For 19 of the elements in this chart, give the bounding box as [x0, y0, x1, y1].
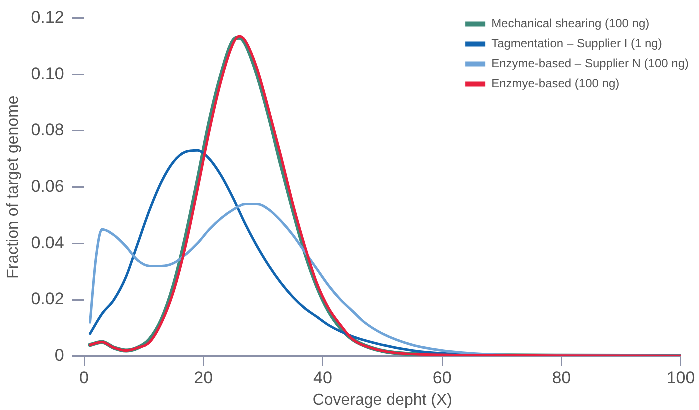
x-tick-label: 20 [194, 368, 214, 388]
y-tick-label: 0.04 [31, 233, 64, 252]
y-tick-label: 0.08 [31, 120, 64, 140]
x-tick-label: 60 [432, 368, 452, 388]
x-tick-label: 40 [314, 368, 332, 388]
y-axis-title: Fraction of target genome [5, 96, 22, 279]
y-tick-label: 0.02 [31, 290, 64, 309]
y-tick-label: 0 [54, 346, 64, 366]
legend-label: Enzmye-based (100 ng) [492, 76, 620, 91]
x-tick-label: 0 [80, 368, 90, 388]
x-tick-label: 100 [666, 368, 696, 388]
x-axis-title: Coverage depht (X) [312, 392, 452, 409]
x-tick-label: 80 [552, 368, 572, 388]
legend-label: Mechanical shearing (100 ng) [492, 16, 650, 31]
y-tick-label: 0.12 [31, 8, 64, 27]
legend-label: Enzyme-based – Supplier N (100 ng) [492, 56, 690, 71]
legend-label: Tagmentation – Supplier I (1 ng) [492, 36, 662, 51]
y-tick-label: 0.10 [31, 64, 64, 84]
y-tick-label: 0.06 [31, 176, 64, 196]
